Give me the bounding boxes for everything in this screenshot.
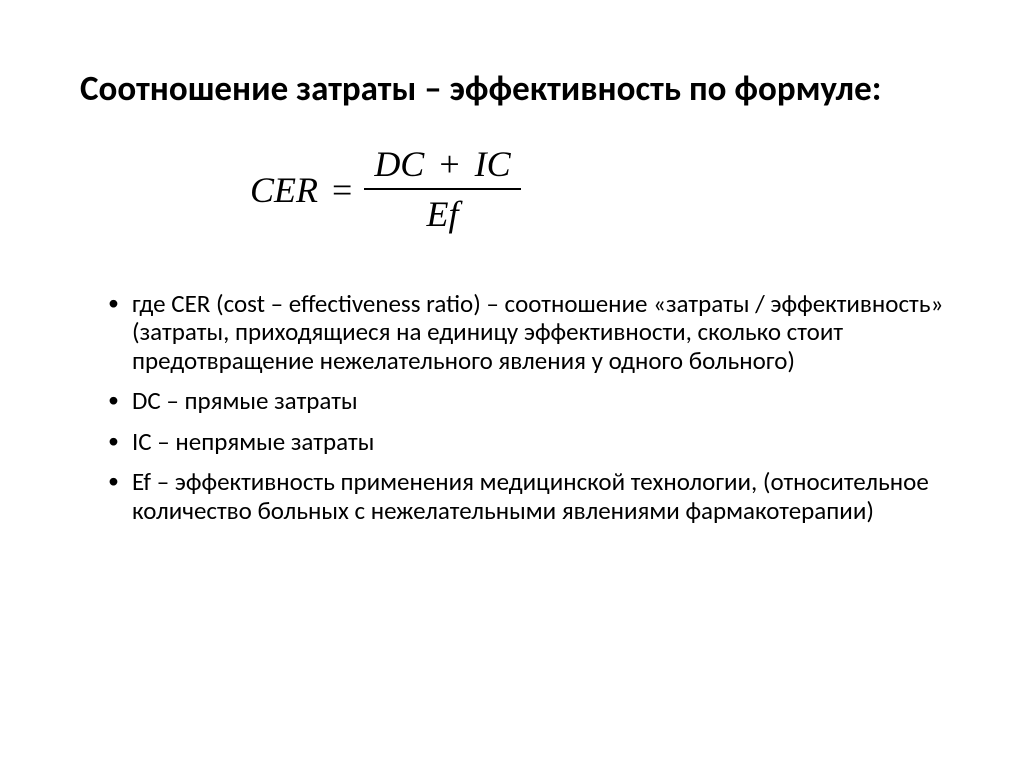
list-item: DC – прямые затраты [108, 387, 954, 416]
numerator-ic: IC [475, 144, 511, 184]
numerator-plus: + [433, 144, 465, 184]
bullet-list: где CER (cost – effectiveness ratio) – с… [80, 290, 954, 526]
slide: Соотношение затраты – эффективность по ф… [0, 0, 1024, 768]
formula-equals: = [324, 169, 360, 211]
list-item: Ef – эффективность применения медицинско… [108, 468, 954, 525]
formula-fraction: DC + IC Ef [360, 144, 520, 235]
cer-formula: CER = DC + IC Ef [250, 144, 521, 235]
numerator-dc: DC [374, 144, 424, 184]
list-item: IC – непрямые затраты [108, 428, 954, 457]
formula-numerator: DC + IC [364, 144, 520, 187]
formula-lhs: CER [250, 169, 324, 211]
list-item: где CER (cost – effectiveness ratio) – с… [108, 290, 954, 376]
slide-title: Соотношение затраты – эффективность по ф… [80, 70, 954, 109]
formula-denominator: Ef [416, 190, 468, 235]
formula-region: CER = DC + IC Ef [80, 144, 1024, 235]
